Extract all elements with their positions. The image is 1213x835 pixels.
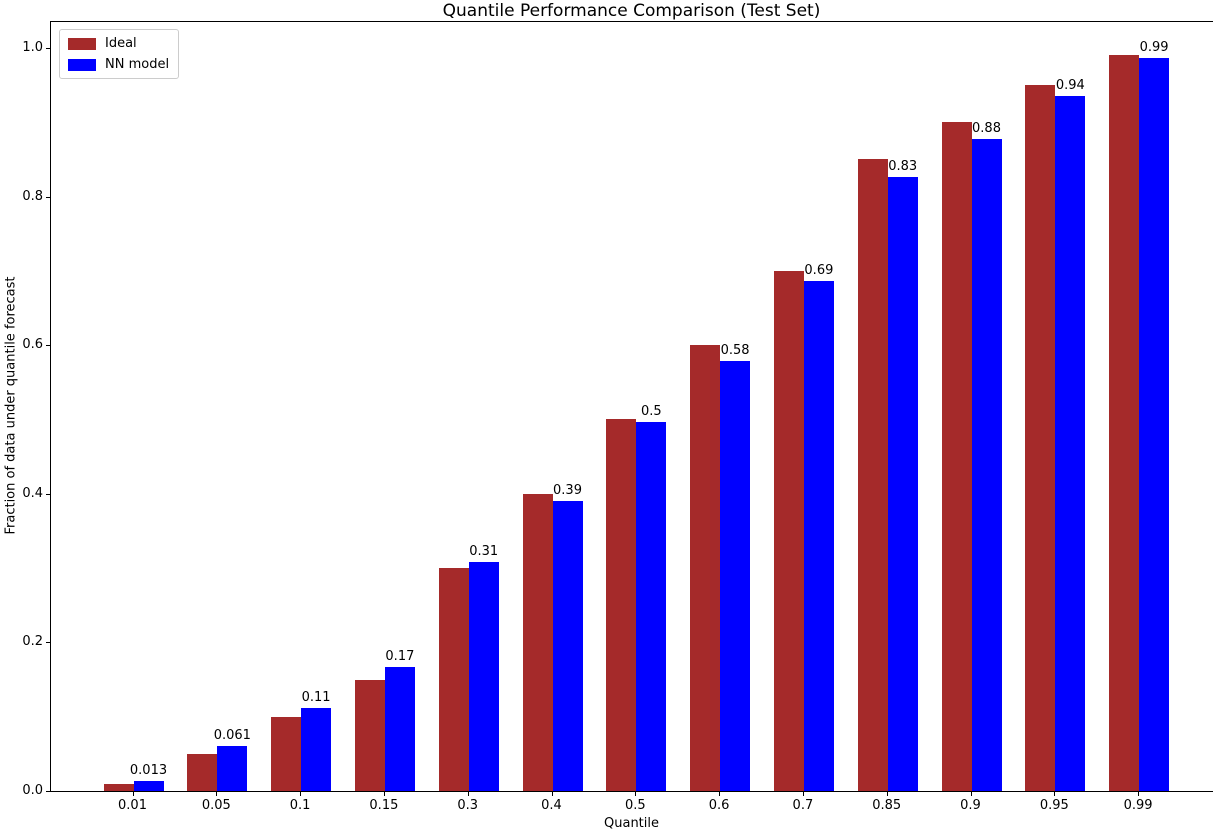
y-tick-label: 0.2 [22, 634, 43, 649]
y-tick [46, 494, 50, 495]
x-axis-label: Quantile [604, 816, 659, 831]
x-tick-label: 0.95 [1039, 798, 1069, 813]
x-tick [216, 792, 218, 796]
bar-nn-model [887, 177, 918, 791]
bar-value-label: 0.99 [1139, 40, 1169, 55]
x-tick [635, 792, 637, 796]
bar-ideal [187, 754, 218, 791]
bar-value-label: 0.88 [972, 121, 1001, 136]
y-tick [46, 791, 50, 792]
legend-swatch-ideal [68, 37, 96, 50]
bar-ideal [1109, 55, 1140, 791]
legend-label-ideal: Ideal [105, 36, 137, 51]
bar-ideal [354, 680, 385, 791]
chart-title: Quantile Performance Comparison (Test Se… [442, 1, 821, 21]
legend-item-nn-model: NN model [68, 57, 169, 72]
y-tick-label: 0.4 [22, 486, 43, 501]
x-tick-label: 0.15 [369, 798, 399, 813]
bar-value-label: 0.11 [301, 690, 331, 705]
bar-nn-model [1055, 96, 1086, 791]
x-tick-label: 0.05 [201, 798, 231, 813]
bar-ideal [522, 494, 553, 791]
y-tick-label: 0.6 [22, 337, 43, 352]
bar-value-label: 0.39 [553, 483, 582, 498]
bar-value-label: 0.5 [640, 404, 662, 419]
x-tick [1054, 792, 1056, 796]
x-tick [1138, 792, 1140, 796]
bar-nn-model [720, 361, 751, 791]
x-tick-label: 0.6 [708, 798, 730, 813]
x-tick-label: 0.85 [872, 798, 902, 813]
y-tick [46, 345, 50, 346]
bar-ideal [1025, 85, 1056, 791]
bar-value-label: 0.83 [888, 159, 918, 174]
bar-ideal [773, 271, 804, 791]
bar-nn-model [133, 781, 164, 791]
y-tick-label: 0.0 [22, 783, 43, 798]
x-tick-label: 0.99 [1123, 798, 1153, 813]
x-tick-label: 0.1 [289, 798, 311, 813]
bar-ideal [941, 122, 972, 791]
bar-value-label: 0.94 [1055, 78, 1085, 93]
y-tick [46, 48, 50, 49]
x-tick-label: 0.7 [792, 798, 814, 813]
x-tick [132, 792, 134, 796]
y-tick-label: 1.0 [22, 40, 43, 55]
bar-ideal [438, 568, 469, 791]
plot-area: Ideal NN model 0.013 0.061 0.11 0.17 0.31 0.3… [50, 21, 1213, 792]
bar-nn-model [1139, 58, 1170, 791]
x-tick-label: 0.5 [624, 798, 646, 813]
legend-label-nn-model: NN model [105, 57, 170, 72]
y-axis-label: Fraction of data under quantile forecast [3, 276, 19, 535]
x-tick [719, 792, 721, 796]
bar-ideal [271, 717, 302, 791]
bar-nn-model [636, 422, 667, 791]
bar-ideal [103, 784, 134, 791]
x-tick [970, 792, 972, 796]
bar-value-label: 0.013 [129, 763, 168, 778]
y-tick [46, 197, 50, 198]
x-tick [467, 792, 469, 796]
bar-nn-model [552, 501, 583, 791]
x-tick [802, 792, 804, 796]
bar-nn-model [301, 708, 332, 791]
bar-nn-model [217, 746, 248, 791]
bar-value-label: 0.58 [720, 343, 750, 358]
x-tick [551, 792, 553, 796]
bar-nn-model [468, 562, 499, 791]
x-tick-label: 0.3 [457, 798, 479, 813]
bar-value-label: 0.17 [385, 649, 415, 664]
bar-nn-model [384, 667, 415, 791]
bar-value-label: 0.69 [804, 263, 834, 278]
x-tick-label: 0.9 [960, 798, 981, 813]
bar-ideal [690, 345, 721, 791]
bar-nn-model [803, 281, 834, 791]
x-tick [886, 792, 888, 796]
bar-ideal [857, 159, 888, 791]
x-tick-label: 0.4 [541, 798, 562, 813]
x-tick [300, 792, 302, 796]
bar-value-label: 0.31 [469, 544, 499, 559]
bar-value-label: 0.061 [213, 728, 251, 743]
y-tick [46, 642, 50, 643]
x-tick-label: 0.01 [118, 798, 147, 813]
bar-ideal [606, 419, 637, 791]
y-tick-label: 0.8 [22, 189, 43, 204]
x-tick [383, 792, 385, 796]
legend: Ideal NN model [59, 29, 180, 79]
legend-item-ideal: Ideal [68, 36, 169, 51]
bar-nn-model [971, 139, 1002, 791]
legend-swatch-nn-model [68, 58, 96, 71]
